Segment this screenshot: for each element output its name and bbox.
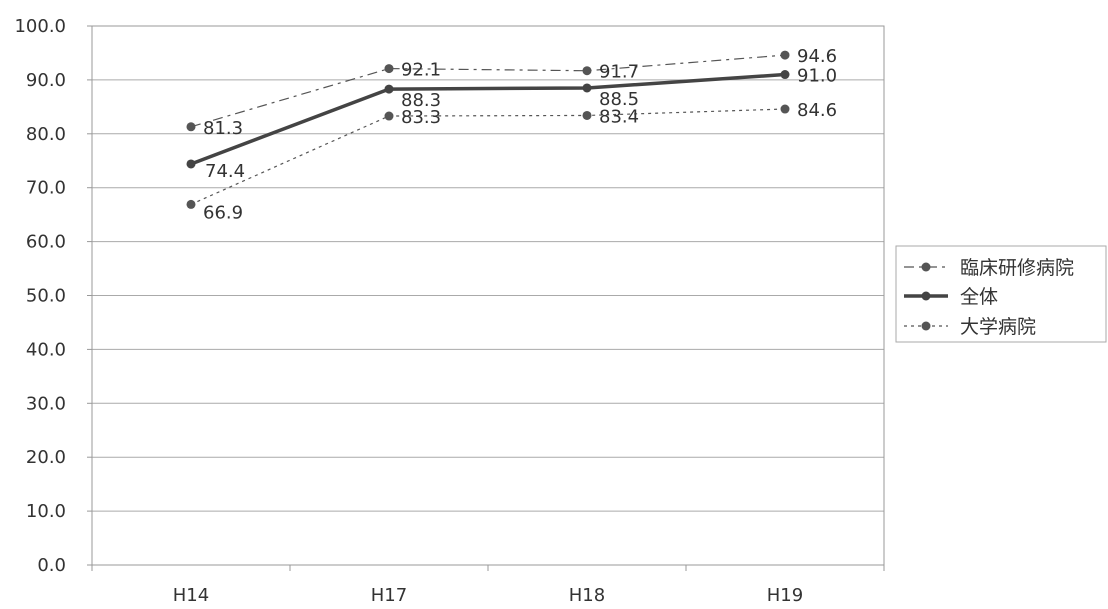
- series-line: [190, 72, 786, 166]
- data-label: 74.4: [205, 161, 245, 182]
- x-tick-labels: H14 H17 H18 H19: [173, 585, 803, 606]
- data-point: [780, 50, 790, 60]
- y-tick-label: 70.0: [26, 178, 66, 199]
- data-point: [582, 110, 592, 120]
- y-tick-label: 80.0: [26, 124, 66, 145]
- data-label: 66.9: [203, 202, 243, 223]
- legend-label: 大学病院: [960, 316, 1036, 338]
- x-tick-label: H19: [767, 585, 803, 606]
- y-tick-label: 20.0: [26, 447, 66, 468]
- legend-marker: [921, 291, 931, 301]
- data-point: [186, 199, 196, 209]
- y-tick-label: 0.0: [37, 555, 66, 576]
- data-point: [186, 122, 196, 132]
- data-point: [384, 64, 394, 74]
- data-label: 91.0: [797, 66, 837, 87]
- legend-label: 臨床研修病院: [960, 257, 1074, 279]
- y-tick-label: 60.0: [26, 232, 66, 253]
- y-tick-label: 50.0: [26, 286, 66, 307]
- series-line: [190, 54, 786, 128]
- data-label: 84.6: [797, 100, 837, 121]
- data-label: 83.3: [401, 107, 441, 128]
- data-label: 81.3: [203, 118, 243, 139]
- legend-box: [895, 245, 1107, 343]
- y-tick-label: 90.0: [26, 70, 66, 91]
- legend-marker: [921, 262, 931, 272]
- axes: [87, 25, 885, 571]
- grid-lines: [92, 79, 884, 512]
- data-label: 94.6: [797, 46, 837, 67]
- y-tick-label: 100.0: [14, 16, 66, 37]
- legend-label: 全体: [960, 286, 998, 308]
- x-tick-label: H18: [569, 585, 605, 606]
- data-point: [186, 159, 196, 169]
- y-tick-label: 40.0: [26, 339, 66, 360]
- series-line: [190, 108, 786, 205]
- data-labels: 81.3 92.1 91.7 94.6 74.4 88.3 88.5 91.0 66.9 83.3…: [203, 46, 837, 223]
- data-point: [780, 70, 790, 80]
- y-tick-label: 10.0: [26, 501, 66, 522]
- legend-marker: [921, 321, 931, 331]
- data-point: [780, 104, 790, 114]
- data-point: [384, 111, 394, 121]
- data-label: 88.5: [599, 89, 639, 110]
- data-label: 88.3: [401, 90, 441, 111]
- data-label: 92.1: [401, 60, 441, 81]
- data-label: 83.4: [599, 106, 639, 127]
- x-tick-label: H17: [371, 585, 407, 606]
- data-label: 91.7: [599, 62, 639, 83]
- y-tick-labels: 0.0 10.0 20.0 30.0 40.0 50.0 60.0 70.0 80.0 90.0 1…: [14, 16, 66, 576]
- x-tick-label: H14: [173, 585, 209, 606]
- series-lines: [186, 50, 790, 209]
- y-tick-label: 30.0: [26, 393, 66, 414]
- data-point: [384, 84, 394, 94]
- data-point: [582, 66, 592, 76]
- data-point: [582, 83, 592, 93]
